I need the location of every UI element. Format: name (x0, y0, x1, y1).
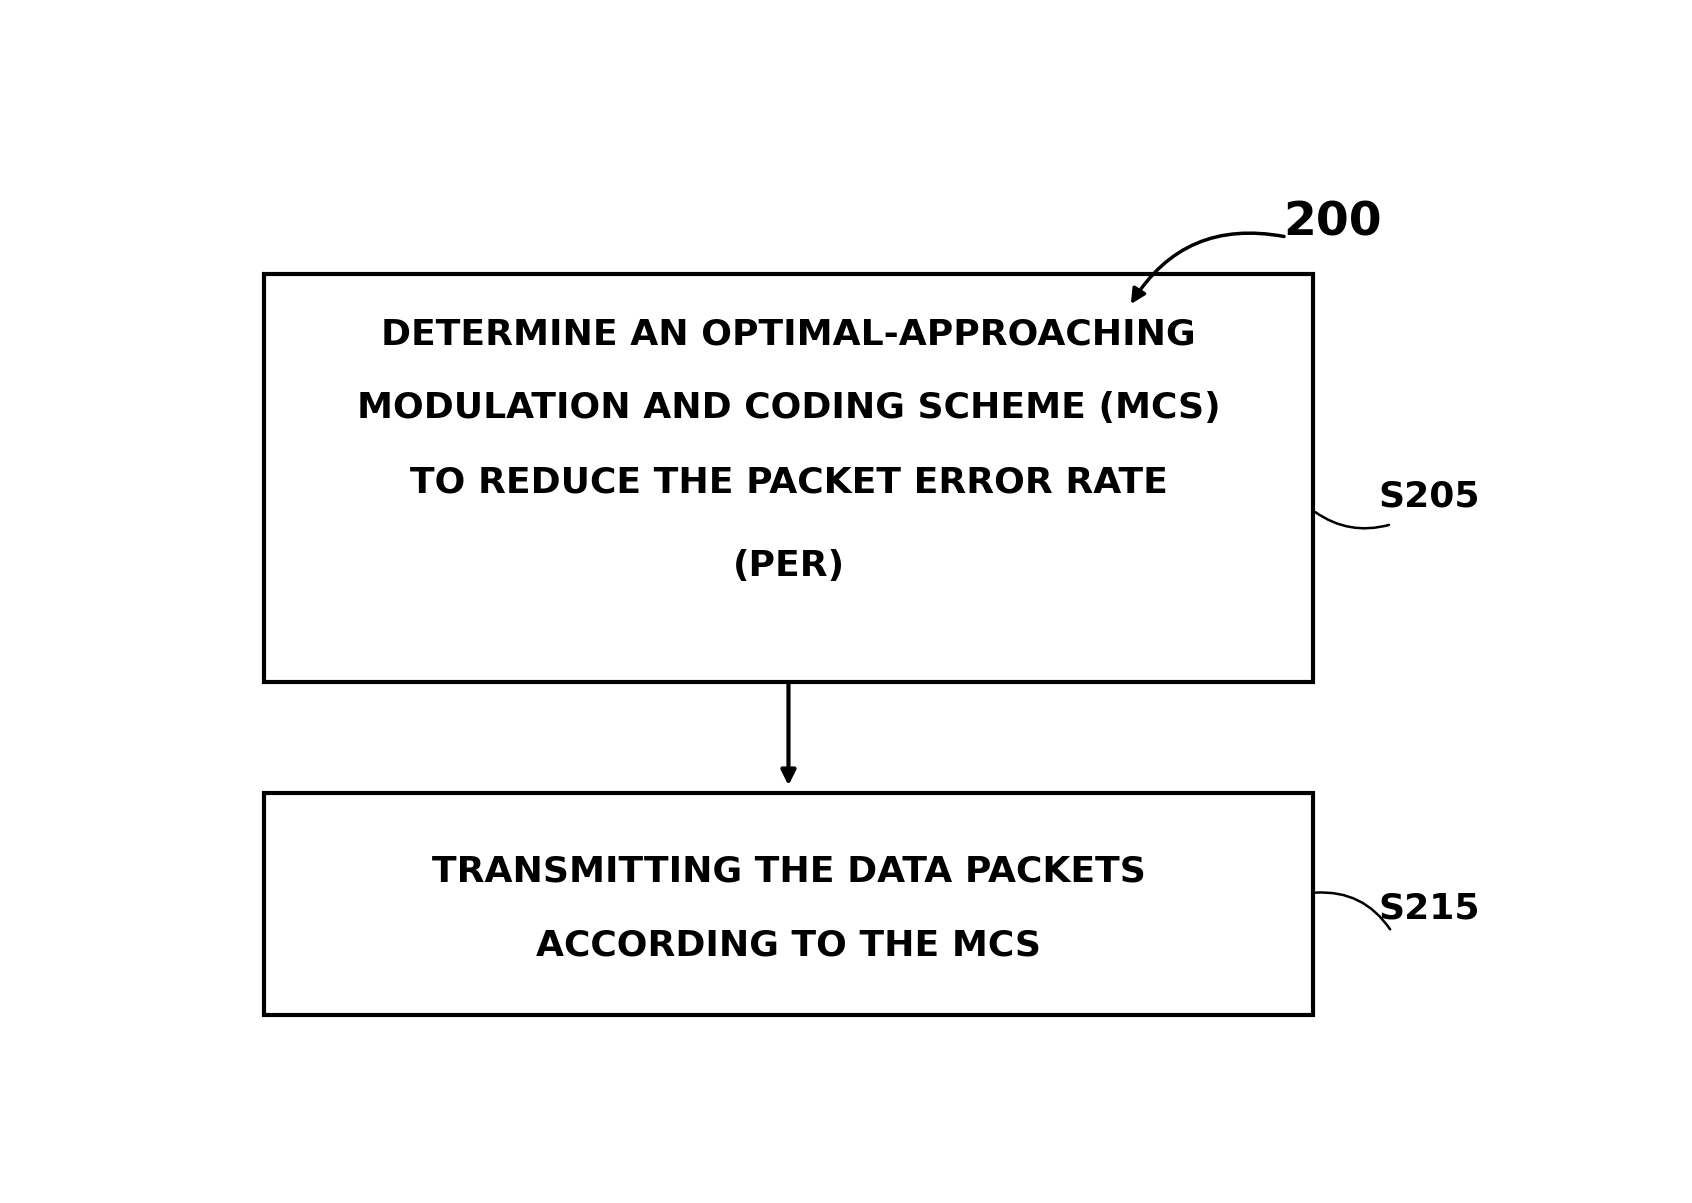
Text: 200: 200 (1283, 201, 1382, 245)
Text: ACCORDING TO THE MCS: ACCORDING TO THE MCS (536, 929, 1041, 962)
Text: TO REDUCE THE PACKET ERROR RATE: TO REDUCE THE PACKET ERROR RATE (409, 466, 1167, 499)
Text: DETERMINE AN OPTIMAL-APPROACHING: DETERMINE AN OPTIMAL-APPROACHING (381, 318, 1196, 351)
Bar (264, 274, 1313, 682)
Text: (PER): (PER) (733, 549, 844, 582)
Text: MODULATION AND CODING SCHEME (MCS): MODULATION AND CODING SCHEME (MCS) (357, 391, 1220, 426)
Text: TRANSMITTING THE DATA PACKETS: TRANSMITTING THE DATA PACKETS (431, 854, 1145, 889)
Text: S205: S205 (1379, 479, 1480, 514)
Text: S215: S215 (1379, 891, 1480, 925)
Bar (264, 793, 1313, 1015)
